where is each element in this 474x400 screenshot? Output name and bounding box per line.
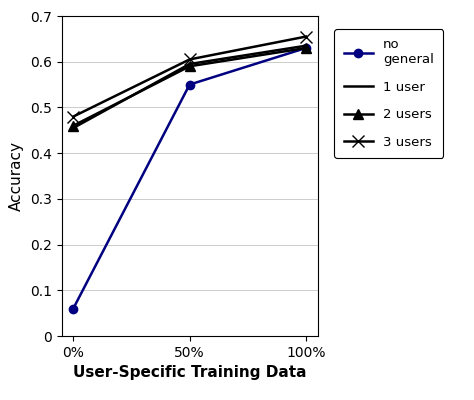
Line: 1 user: 1 user xyxy=(73,46,306,128)
1 user xyxy=(71,126,76,130)
Line: 3 users: 3 users xyxy=(67,30,312,123)
no
general xyxy=(303,46,309,50)
X-axis label: User-Specific Training Data: User-Specific Training Data xyxy=(73,365,306,380)
3 users xyxy=(187,57,192,62)
no
general xyxy=(187,82,192,87)
2 users xyxy=(71,123,76,128)
no
general xyxy=(71,306,76,311)
2 users xyxy=(303,46,309,50)
3 users xyxy=(303,34,309,39)
Y-axis label: Accuracy: Accuracy xyxy=(9,141,24,211)
Line: 2 users: 2 users xyxy=(68,43,311,130)
Line: no
general: no general xyxy=(69,44,310,313)
Legend: no
general, 1 user, 2 users, 3 users: no general, 1 user, 2 users, 3 users xyxy=(335,29,443,158)
1 user xyxy=(303,43,309,48)
2 users xyxy=(187,64,192,69)
1 user xyxy=(187,62,192,66)
3 users xyxy=(71,114,76,119)
